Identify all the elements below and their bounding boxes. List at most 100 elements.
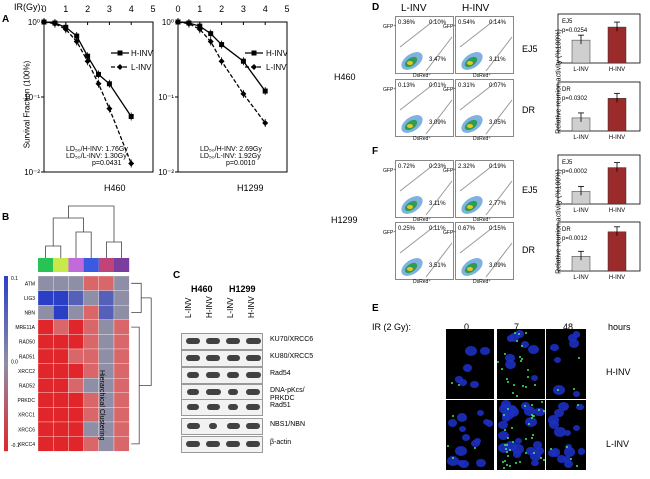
heatmap: ATM LIG3 NBN MRE11A RAD50 RAD51 XRCC2 RAD52 PRKD… xyxy=(4,205,152,452)
nucleus xyxy=(558,401,570,412)
foci xyxy=(524,386,527,389)
facs-xlab-6: DsRed⁺ xyxy=(413,279,431,285)
facs-quad-5-2: 2.77% xyxy=(489,201,507,207)
b-cell-3-4 xyxy=(98,319,115,335)
b-cell-7-3 xyxy=(83,378,99,393)
b-col-color-2 xyxy=(68,258,84,272)
c-blot-row-2 xyxy=(181,367,263,384)
bar-cat-1-0: L-INV xyxy=(573,135,588,141)
c-cell-h460: H460 xyxy=(191,284,213,294)
c-blot-row-4 xyxy=(181,399,263,416)
nucleus xyxy=(576,403,585,411)
b-side-dendrogram xyxy=(131,282,152,445)
foci xyxy=(501,367,504,370)
bar-cat-3-1: H-INV xyxy=(609,275,625,281)
foci xyxy=(513,384,516,387)
facs-quad-1-1: 0.14% xyxy=(489,20,507,26)
facs-ylab-0: GFP⁺ xyxy=(383,24,396,30)
foci xyxy=(518,355,521,358)
b-gene-10: XRCC6 xyxy=(18,427,35,433)
foci xyxy=(573,387,576,390)
b-gene-7: RAD52 xyxy=(19,384,35,390)
foci xyxy=(512,392,515,395)
b-cell-2-2 xyxy=(68,305,84,320)
nucleus xyxy=(548,420,560,430)
a-right-legend-l: L-INV xyxy=(266,63,287,72)
c-band-0-1 xyxy=(206,338,220,344)
b-cell-3-3 xyxy=(83,319,99,335)
a-pt-1-1-1 xyxy=(185,20,192,27)
a-right-ld2: LD₅₀/L-INV: 1.92Gy xyxy=(200,153,261,160)
foci xyxy=(524,331,527,334)
e-time-48: 48 xyxy=(563,322,574,332)
a-left-legend-h: H-INV xyxy=(131,49,153,58)
b-cell-9-1 xyxy=(53,407,69,423)
b-cell-4-4 xyxy=(98,334,115,350)
f-cell: H1299 xyxy=(331,215,358,225)
facs-plot-6: 0.25% 0.11% 3.51% xyxy=(395,222,454,280)
foci xyxy=(452,457,455,460)
b-cell-4-1 xyxy=(53,334,69,350)
a-x-tick-0-2: 2 xyxy=(85,4,90,14)
b-cell-8-0 xyxy=(37,392,54,408)
d-col-l: L-INV xyxy=(401,3,427,14)
facs-quad-0-0: 0.36% xyxy=(398,20,416,26)
facs-quad-3-0: 0.31% xyxy=(458,83,476,89)
facs-plot-5: 2.32% 0.19% 2.77% xyxy=(455,160,514,218)
facs-peak-7 xyxy=(467,267,473,271)
b-cell-3-5 xyxy=(113,319,130,335)
foci xyxy=(577,357,580,360)
facs-gates-6 xyxy=(399,224,453,278)
a-x-tick-0-4: 4 xyxy=(129,4,134,14)
c-lane-0: L-INV xyxy=(184,297,193,318)
b-cell-6-3 xyxy=(83,363,99,379)
a-pt-0-1-5 xyxy=(95,80,102,87)
a-pt-1-1-2 xyxy=(196,26,203,33)
facs-quad-5-1: 0.19% xyxy=(489,164,507,170)
d-ylabel: Relative reunion activity (%100%) xyxy=(555,29,563,134)
nucleus xyxy=(577,448,586,455)
foci xyxy=(534,384,537,387)
bar-frame-1 xyxy=(557,81,641,132)
b-cell-11-3 xyxy=(83,436,99,452)
c-band-6-1 xyxy=(206,441,220,447)
bar-tag-3: DR xyxy=(562,227,571,233)
b-cell-7-2 xyxy=(68,378,84,393)
d-cell: H460 xyxy=(334,72,356,82)
nucleus xyxy=(532,441,543,450)
c-blot-row-5 xyxy=(181,418,263,435)
facs-quad-6-2: 3.51% xyxy=(429,263,447,269)
a-x-tick-1-1: 1 xyxy=(197,4,202,14)
nucleus xyxy=(498,443,511,454)
nucleus xyxy=(564,429,572,436)
b-gene-8: PRKDC xyxy=(17,398,35,404)
nucleus xyxy=(498,403,511,414)
b-cell-5-3 xyxy=(83,348,99,364)
foci xyxy=(457,384,460,387)
facs-quad-6-1: 0.11% xyxy=(429,226,446,232)
foci xyxy=(524,437,527,440)
b-cell-3-2 xyxy=(68,319,84,335)
foci xyxy=(524,452,527,455)
b-scale-2: -0.1 xyxy=(11,443,20,449)
foci xyxy=(526,375,529,378)
foci xyxy=(530,413,533,416)
foci xyxy=(515,394,518,397)
b-cell-9-0 xyxy=(37,407,54,423)
facs-quad-7-1: 0.15% xyxy=(489,226,507,232)
nucleus xyxy=(531,459,539,466)
c-band-0-0 xyxy=(186,338,200,344)
b-scale-0: 0.1 xyxy=(11,276,18,282)
nucleus xyxy=(556,454,567,463)
facs-quad-2-0: 0.13% xyxy=(398,83,416,89)
nucleus xyxy=(461,434,471,442)
b-top-dendrogram xyxy=(45,205,122,258)
foci xyxy=(451,382,454,385)
facs-peak-5 xyxy=(467,205,473,209)
facs-xlab-4: DsRed⁺ xyxy=(413,217,431,223)
foci xyxy=(550,447,553,450)
facs-peak-2 xyxy=(407,124,413,128)
foci xyxy=(508,449,511,452)
nucleus xyxy=(482,418,490,425)
foci xyxy=(514,462,517,465)
